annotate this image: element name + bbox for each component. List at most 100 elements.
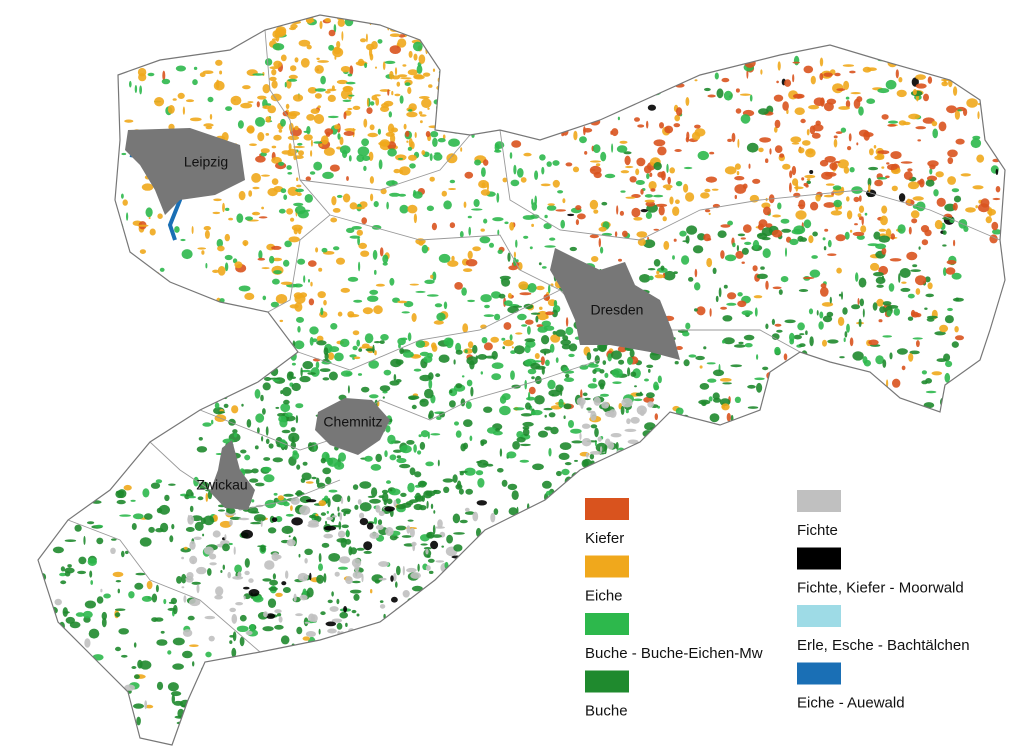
forest-patch <box>247 101 254 104</box>
forest-patch <box>447 714 451 719</box>
forest-patch <box>308 260 317 267</box>
forest-patch <box>203 123 214 127</box>
forest-patch <box>429 176 435 182</box>
forest-patch <box>204 339 208 349</box>
forest-patch <box>651 473 659 480</box>
forest-patch <box>647 401 654 408</box>
forest-patch <box>853 196 860 203</box>
forest-patch <box>893 308 900 316</box>
forest-patch <box>789 170 793 179</box>
forest-patch <box>173 700 184 706</box>
forest-patch <box>698 399 711 405</box>
forest-patch <box>645 497 650 504</box>
forest-patch <box>449 222 456 229</box>
forest-patch <box>927 76 933 84</box>
forest-patch <box>802 276 815 280</box>
forest-patch <box>632 467 639 472</box>
city-area <box>210 440 255 510</box>
forest-patch <box>908 226 912 235</box>
forest-patch <box>726 302 737 306</box>
forest-patch <box>582 392 588 397</box>
forest-patch <box>510 179 520 187</box>
forest-patch <box>356 229 363 236</box>
forest-patch <box>291 224 303 231</box>
forest-patch <box>250 511 260 514</box>
forest-patch <box>604 372 609 378</box>
forest-patch <box>213 374 219 382</box>
forest-patch <box>305 499 317 503</box>
forest-patch <box>968 57 971 64</box>
forest-patch <box>483 406 493 413</box>
forest-patch <box>882 359 887 368</box>
forest-patch <box>647 237 650 240</box>
forest-patch <box>139 660 152 670</box>
forest-patch <box>288 143 292 151</box>
forest-patch <box>601 401 610 409</box>
forest-patch <box>279 340 291 349</box>
forest-patch <box>985 216 992 224</box>
forest-patch <box>426 21 434 31</box>
forest-patch <box>552 179 560 188</box>
forest-patch <box>183 718 188 723</box>
forest-patch <box>632 461 644 466</box>
forest-patch <box>754 377 765 381</box>
forest-patch <box>553 300 558 307</box>
forest-patch <box>556 470 562 477</box>
forest-patch <box>502 346 506 350</box>
forest-patch <box>598 226 607 232</box>
forest-patch <box>430 433 441 436</box>
forest-patch <box>319 368 331 372</box>
forest-patch <box>379 604 386 609</box>
forest-patch <box>441 617 446 623</box>
forest-patch <box>356 154 365 162</box>
forest-patch <box>288 74 298 80</box>
forest-patch <box>357 146 370 157</box>
forest-patch <box>621 397 633 408</box>
forest-patch <box>465 259 478 267</box>
forest-patch <box>321 247 328 253</box>
forest-patch <box>327 628 337 634</box>
forest-patch <box>57 488 64 493</box>
forest-patch <box>378 577 387 581</box>
forest-patch <box>306 126 311 135</box>
forest-patch <box>951 341 959 348</box>
forest-patch <box>922 117 935 124</box>
forest-patch <box>727 138 732 142</box>
forest-patch <box>942 244 947 247</box>
forest-patch <box>288 665 294 673</box>
forest-patch <box>415 624 425 635</box>
forest-patch <box>601 201 608 206</box>
forest-patch <box>380 334 389 341</box>
forest-patch <box>534 375 542 385</box>
forest-patch <box>442 478 454 483</box>
forest-patch <box>887 120 899 124</box>
forest-patch <box>792 74 795 83</box>
forest-patch <box>610 350 622 360</box>
forest-patch <box>373 201 379 208</box>
forest-patch <box>511 140 522 148</box>
forest-patch <box>498 293 506 299</box>
forest-patch <box>811 255 818 259</box>
forest-patch <box>435 28 441 32</box>
forest-patch <box>318 500 327 507</box>
forest-patch <box>578 118 583 125</box>
forest-patch <box>490 595 495 603</box>
forest-patch <box>942 216 953 220</box>
forest-patch <box>809 125 816 135</box>
forest-patch <box>456 628 463 632</box>
forest-patch <box>378 159 383 170</box>
forest-patch <box>424 388 434 399</box>
forest-patch <box>345 81 356 85</box>
forest-patch <box>293 145 305 149</box>
forest-patch <box>821 302 834 307</box>
forest-patch <box>232 429 238 434</box>
forest-patch <box>121 193 124 199</box>
forest-patch <box>63 736 66 744</box>
forest-patch <box>210 374 215 382</box>
forest-patch <box>688 354 697 358</box>
forest-patch <box>607 353 612 362</box>
forest-patch <box>224 734 236 740</box>
cities <box>125 128 680 510</box>
forest-patch <box>236 346 242 352</box>
forest-patch <box>336 622 343 630</box>
